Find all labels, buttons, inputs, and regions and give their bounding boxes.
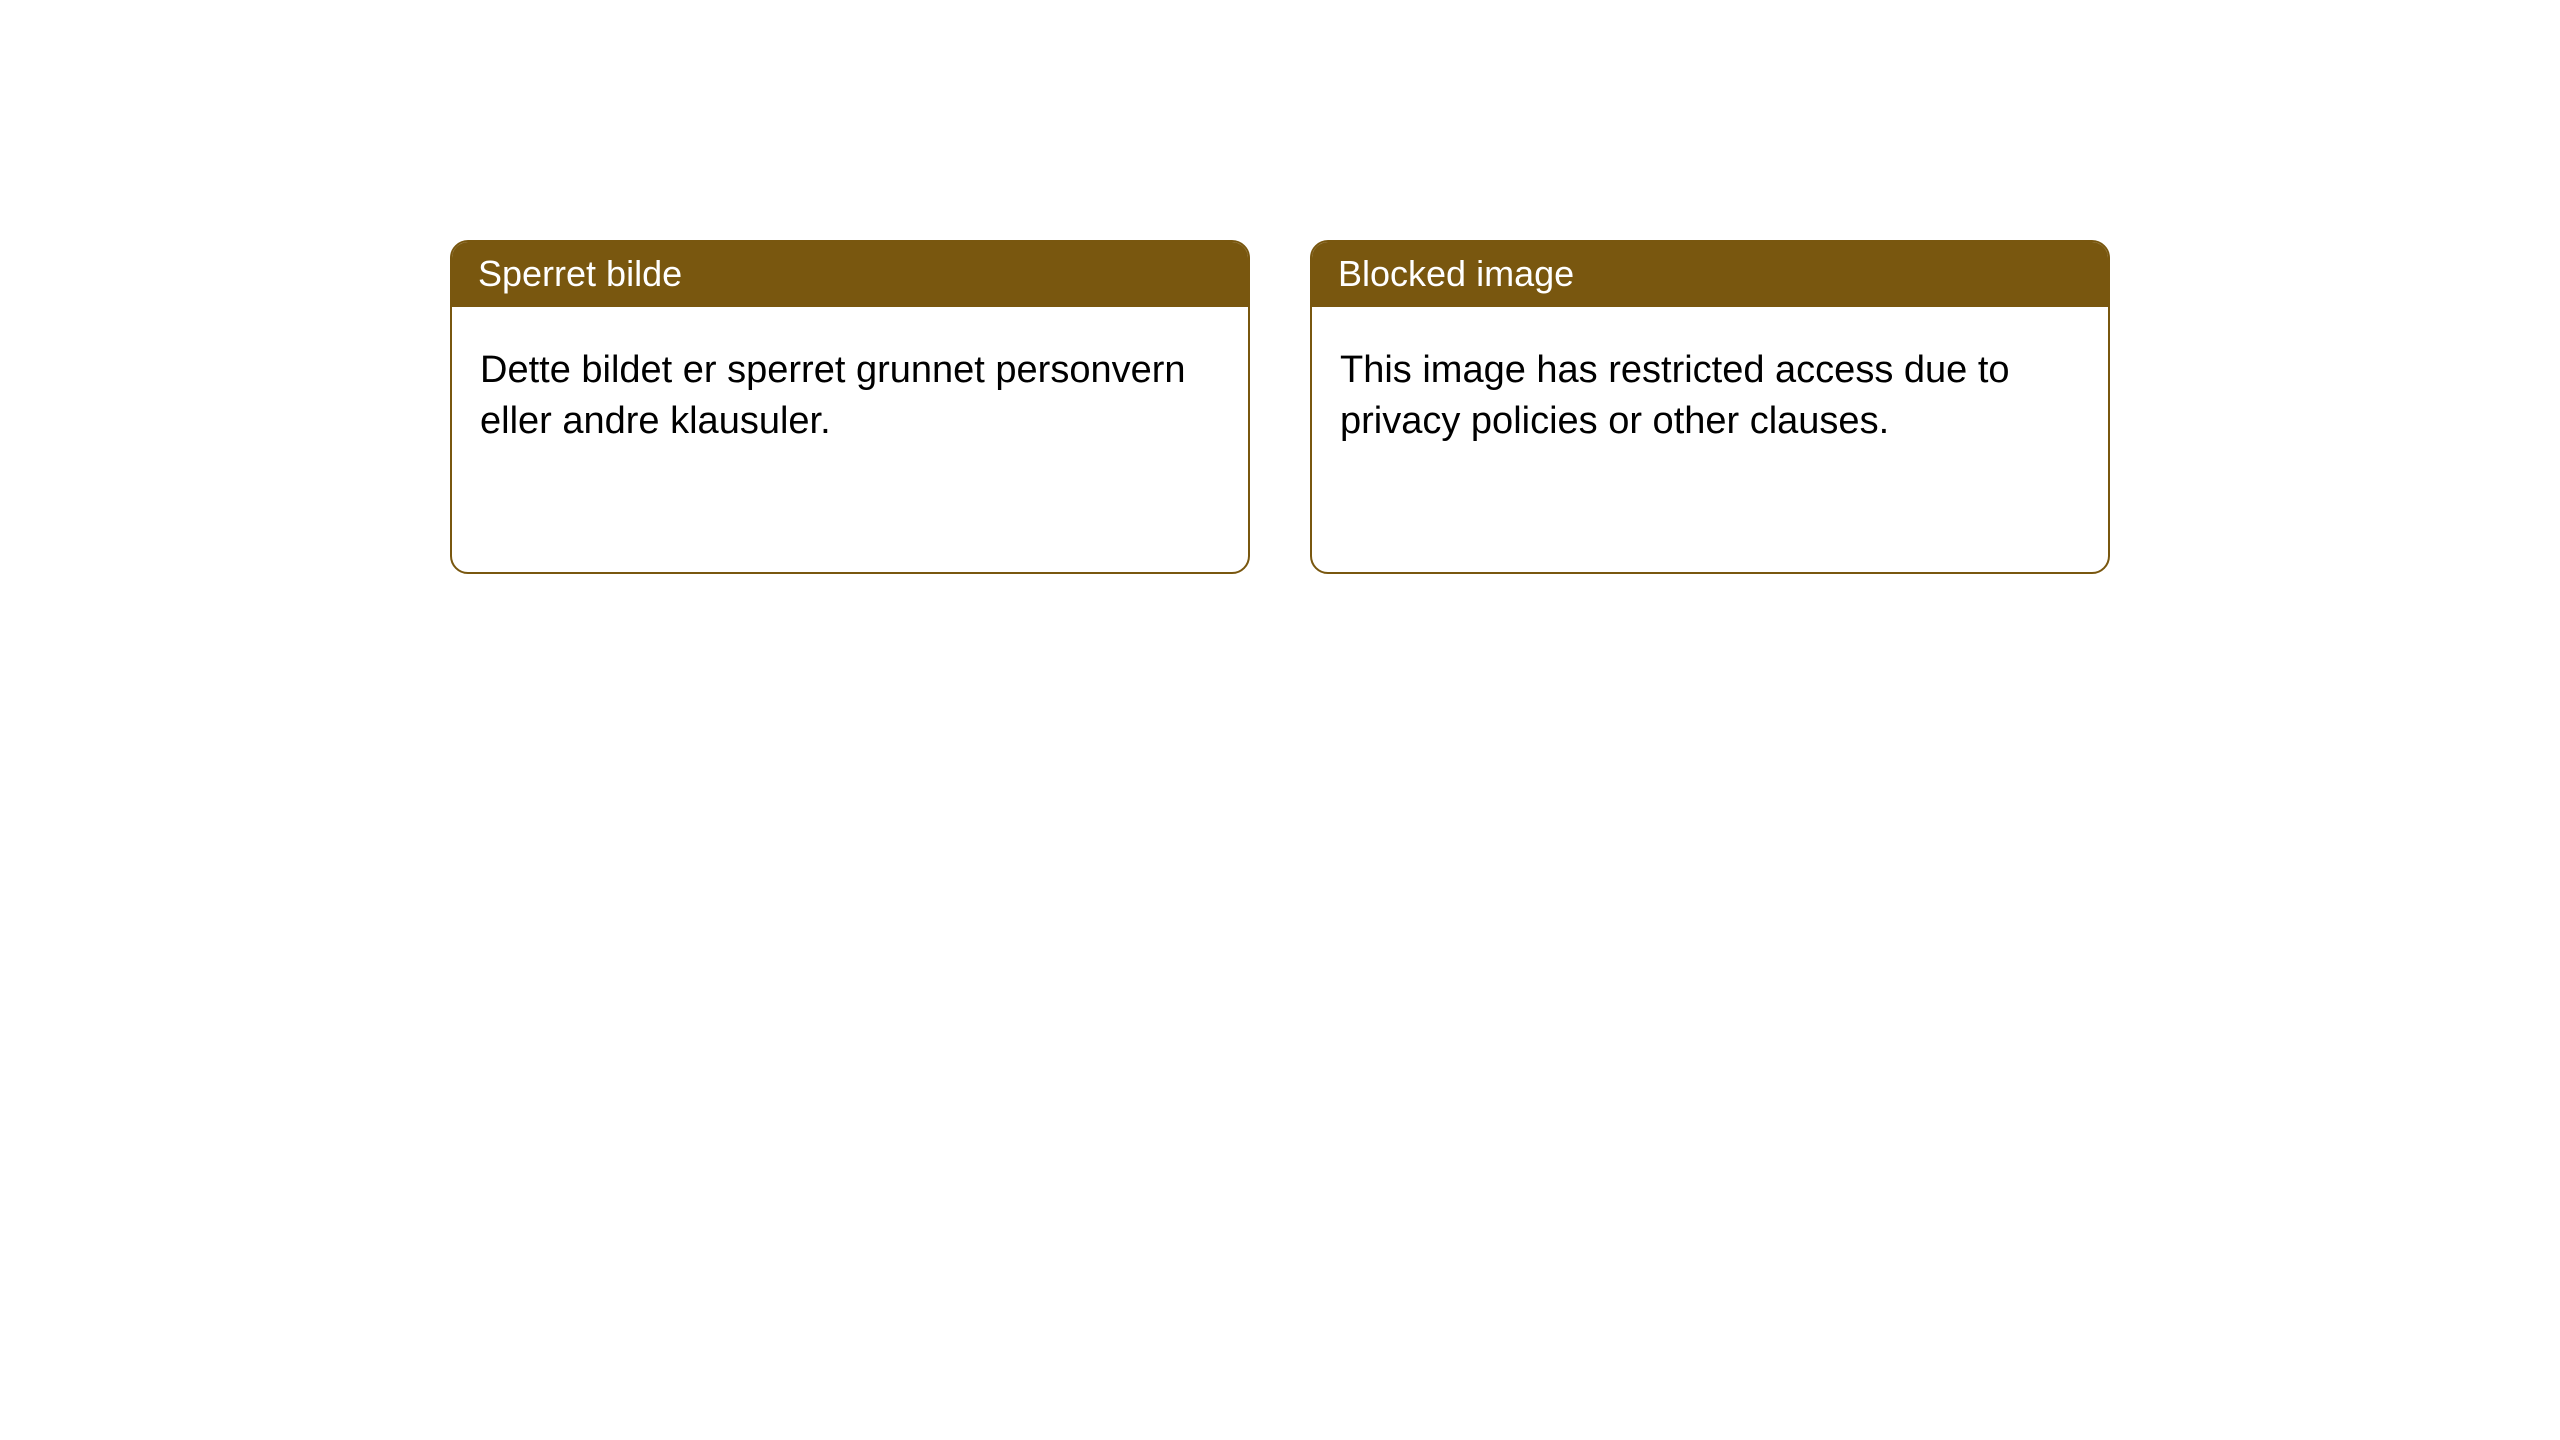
notice-card-english: Blocked image This image has restricted … (1310, 240, 2110, 574)
notice-card-norwegian: Sperret bilde Dette bildet er sperret gr… (450, 240, 1250, 574)
notice-card-title: Blocked image (1312, 242, 2108, 307)
notice-card-body: Dette bildet er sperret grunnet personve… (452, 307, 1248, 476)
notice-card-body: This image has restricted access due to … (1312, 307, 2108, 476)
notice-container: Sperret bilde Dette bildet er sperret gr… (0, 0, 2560, 574)
notice-card-title: Sperret bilde (452, 242, 1248, 307)
